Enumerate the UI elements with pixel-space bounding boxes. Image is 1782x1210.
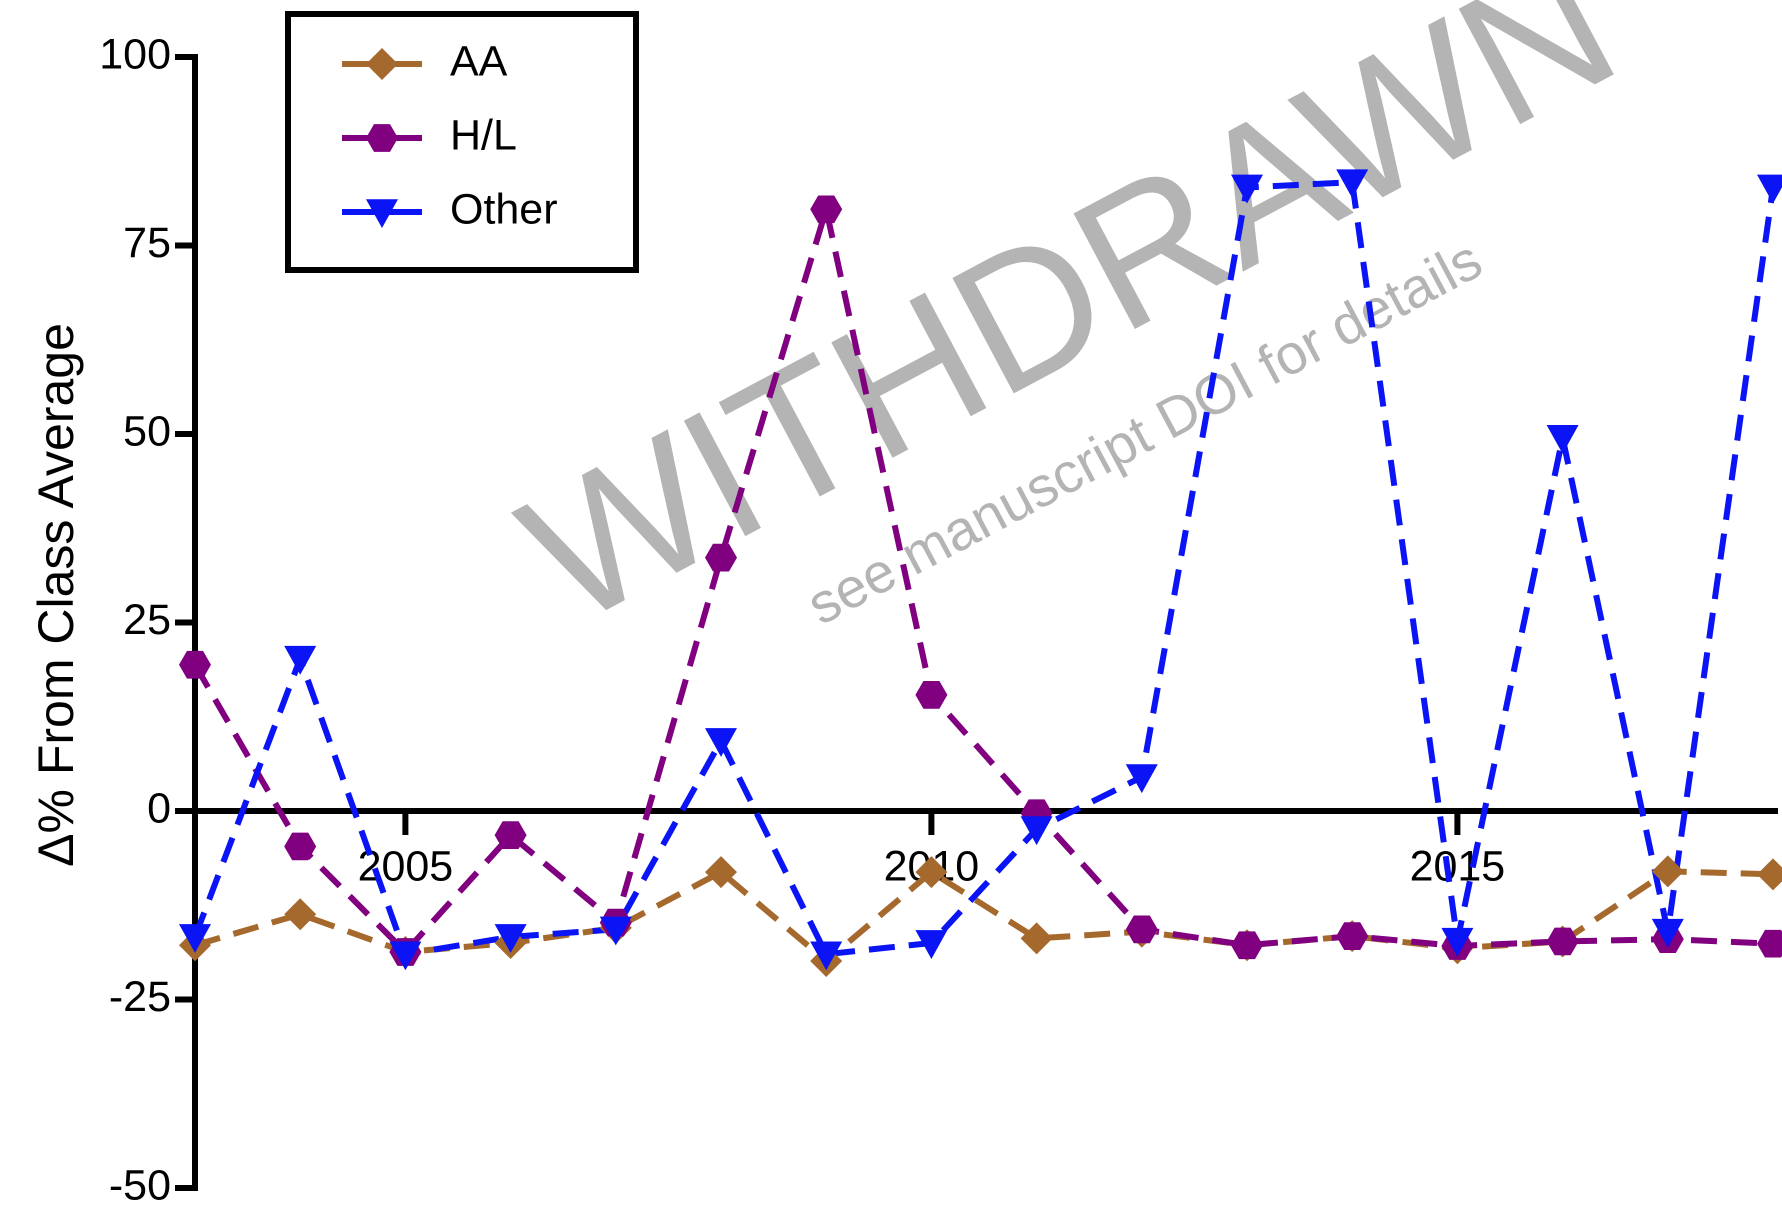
- x-tick-label: 2015: [1410, 842, 1506, 890]
- marker: [810, 941, 843, 971]
- marker: [1020, 922, 1053, 955]
- legend-label: AA: [450, 37, 508, 85]
- legend-label: Other: [450, 185, 558, 233]
- watermark-text: WITHDRAWN: [491, 0, 1647, 665]
- marker: [284, 645, 317, 675]
- marker: [1757, 858, 1782, 891]
- marker: [389, 941, 422, 971]
- marker: [1231, 931, 1263, 960]
- marker: [366, 48, 398, 80]
- marker: [179, 650, 211, 679]
- marker: [1336, 922, 1369, 951]
- y-tick-label: 100: [99, 30, 171, 78]
- marker: [810, 195, 843, 224]
- marker: [1125, 764, 1158, 794]
- marker: [1336, 169, 1369, 199]
- marker: [915, 681, 948, 709]
- y-tick-label: 0: [147, 784, 171, 832]
- series-line: [192, 197, 1774, 957]
- marker: [494, 821, 527, 849]
- marker: [284, 832, 317, 861]
- marker: [1441, 927, 1474, 957]
- y-tick-label: 25: [123, 596, 171, 644]
- y-axis-label: Δ% From Class Average: [28, 323, 84, 867]
- marker: [179, 924, 211, 953]
- y-tick-label: -25: [109, 973, 171, 1021]
- legend-box: [285, 11, 639, 273]
- marker: [705, 728, 737, 757]
- series-line: [194, 868, 1774, 965]
- marker: [366, 124, 398, 152]
- marker: [1757, 174, 1782, 204]
- series-line: [192, 179, 1776, 958]
- marker: [284, 898, 317, 931]
- marker: [1651, 918, 1684, 948]
- marker: [705, 856, 737, 889]
- marker: [366, 199, 398, 228]
- y-tick-label: 50: [123, 407, 171, 455]
- marker: [915, 930, 948, 959]
- x-tick-label: 2005: [358, 842, 454, 890]
- marker: [915, 856, 948, 889]
- marker: [599, 916, 632, 946]
- y-tick-label: -50: [109, 1161, 171, 1209]
- y-tick-label: 75: [123, 219, 171, 267]
- marker: [1546, 424, 1579, 454]
- marker: [1546, 927, 1579, 956]
- marker: [1125, 915, 1158, 944]
- legend-label: H/L: [450, 111, 517, 159]
- marker: [1020, 816, 1053, 846]
- marker: [705, 543, 737, 572]
- marker: [1651, 855, 1684, 888]
- marker: [1757, 929, 1782, 958]
- marker: [494, 924, 527, 953]
- marker: [1231, 174, 1263, 204]
